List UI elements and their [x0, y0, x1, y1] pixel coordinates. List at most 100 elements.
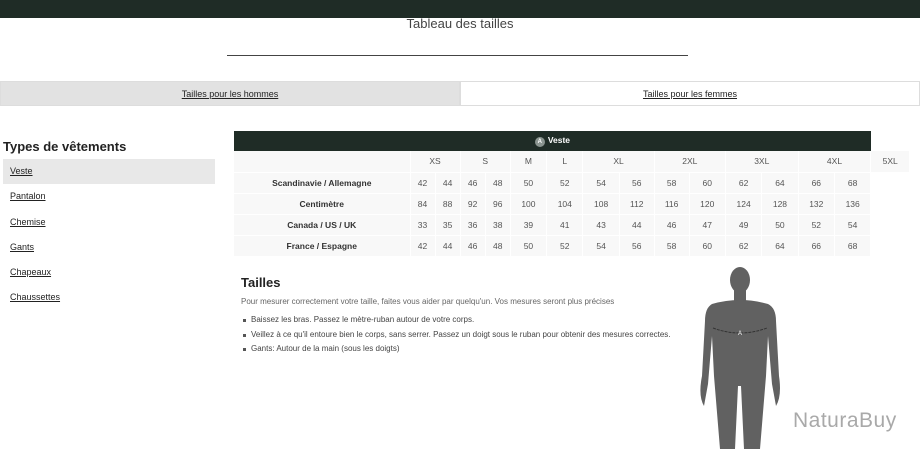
size-label: XL	[582, 151, 655, 173]
size-value: 56	[619, 235, 655, 257]
size-value: 46	[460, 235, 486, 257]
size-value: 68	[834, 235, 872, 257]
size-value: 128	[761, 193, 799, 215]
size-label: 4XL	[798, 151, 872, 173]
measure-marker-icon: A	[534, 137, 545, 147]
empty-cell	[234, 151, 411, 173]
body-silhouette-icon: A	[700, 267, 780, 449]
size-label: M	[510, 151, 548, 173]
size-value: 84	[410, 193, 436, 215]
size-value: 39	[510, 214, 548, 236]
table-header: A Veste	[234, 131, 871, 151]
size-value: 50	[761, 214, 799, 236]
size-value: 60	[689, 172, 726, 194]
row-label: Canada / US / UK	[234, 214, 411, 236]
size-value: 58	[654, 172, 690, 194]
size-value: 38	[485, 214, 511, 236]
tailles-heading: Tailles	[241, 275, 281, 290]
tab-men[interactable]: Tailles pour les hommes	[0, 81, 460, 106]
list-item: Baissez les bras. Passez le mètre-ruban …	[241, 313, 681, 328]
size-value: 54	[582, 235, 620, 257]
size-value: 62	[725, 172, 763, 194]
sidebar-item-chaussettes[interactable]: Chaussettes	[10, 292, 61, 303]
size-value: 41	[546, 214, 584, 236]
size-value: 116	[654, 193, 690, 215]
size-value: 50	[510, 172, 548, 194]
size-table: A Veste XS S M L XL 2XL 3XL 4XL 5XL Scandinavie / …	[234, 131, 910, 257]
sidebar: Types de vêtements Veste Pantalon Chemis…	[3, 139, 215, 311]
size-value: 48	[485, 235, 511, 257]
size-value: 33	[410, 214, 436, 236]
sidebar-heading: Types de vêtements	[3, 139, 127, 154]
size-value: 112	[619, 193, 655, 215]
size-label: 3XL	[725, 151, 799, 173]
size-value: 46	[654, 214, 690, 236]
size-label: XS	[410, 151, 461, 173]
tab-women[interactable]: Tailles pour les femmes	[460, 81, 920, 106]
size-value: 66	[798, 172, 835, 194]
table-row: France / Espagne 42 44 46 48 50 52 54 56 58 60 62 64…	[234, 235, 910, 257]
size-label: S	[460, 151, 511, 173]
size-value: 47	[689, 214, 726, 236]
size-value: 36	[460, 214, 486, 236]
size-value: 132	[798, 193, 835, 215]
size-value: 100	[510, 193, 548, 215]
size-value: 124	[725, 193, 763, 215]
sidebar-item-chemise[interactable]: Chemise	[10, 216, 46, 227]
size-value: 58	[654, 235, 690, 257]
size-value: 136	[834, 193, 872, 215]
tailles-list: Baissez les bras. Passez le mètre-ruban …	[241, 313, 681, 357]
size-value: 54	[582, 172, 620, 194]
list-item: Veillez à ce qu'il entoure bien le corps…	[241, 328, 681, 343]
row-label: France / Espagne	[234, 235, 411, 257]
size-label: L	[546, 151, 584, 173]
size-value: 62	[725, 235, 763, 257]
size-value: 42	[410, 172, 436, 194]
size-value: 120	[689, 193, 726, 215]
size-value: 52	[798, 214, 835, 236]
size-value: 44	[435, 172, 461, 194]
row-label: Centimètre	[234, 193, 411, 215]
size-label: 2XL	[654, 151, 726, 173]
table-row: Canada / US / UK 33 35 36 38 39 41 43 44 46 47 49 50…	[234, 214, 910, 236]
size-label: 5XL	[870, 151, 910, 173]
row-label: Scandinavie / Allemagne	[234, 172, 411, 194]
table-row: Centimètre 84 88 92 96 100 104 108 112 116 120 124 1…	[234, 193, 910, 215]
size-value: 64	[761, 172, 799, 194]
size-value: 44	[435, 235, 461, 257]
size-value: 49	[725, 214, 763, 236]
size-header-row: XS S M L XL 2XL 3XL 4XL 5XL	[234, 151, 910, 173]
tailles-section: Tailles Pour mesurer correctement votre …	[241, 275, 681, 357]
size-value: 52	[546, 172, 584, 194]
table-title: Veste	[547, 135, 571, 145]
size-value: 64	[761, 235, 799, 257]
gender-tabs: Tailles pour les hommes Tailles pour les…	[0, 81, 920, 106]
size-value: 60	[689, 235, 726, 257]
sidebar-item-pantalon[interactable]: Pantalon	[10, 191, 46, 202]
size-value: 56	[619, 172, 655, 194]
size-value: 48	[485, 172, 511, 194]
size-value: 46	[460, 172, 486, 194]
top-bar	[0, 0, 920, 18]
size-value: 52	[546, 235, 584, 257]
list-item: Gants: Autour de la main (sous les doigt…	[241, 342, 681, 357]
sidebar-item-chapeaux[interactable]: Chapeaux	[10, 267, 52, 278]
size-value: 44	[619, 214, 655, 236]
size-value: 92	[460, 193, 486, 215]
sidebar-item-gants[interactable]: Gants	[10, 241, 35, 252]
size-value: 68	[834, 172, 872, 194]
naturabuy-logo: NaturaBuy	[793, 409, 897, 432]
size-value: 35	[435, 214, 461, 236]
page-title: Tableau des tailles	[406, 16, 514, 31]
size-value: 42	[410, 235, 436, 257]
size-value: 88	[435, 193, 461, 215]
size-value: 54	[834, 214, 872, 236]
table-row: Scandinavie / Allemagne 42 44 46 48 50 52 54 56 5…	[234, 172, 910, 194]
title-divider	[227, 55, 688, 56]
size-value: 43	[582, 214, 620, 236]
size-value: 96	[485, 193, 511, 215]
figure-marker: A	[738, 331, 742, 337]
size-value: 104	[546, 193, 584, 215]
sidebar-item-veste[interactable]: Veste	[3, 159, 215, 185]
tailles-intro: Pour mesurer correctement votre taille, …	[241, 297, 615, 306]
